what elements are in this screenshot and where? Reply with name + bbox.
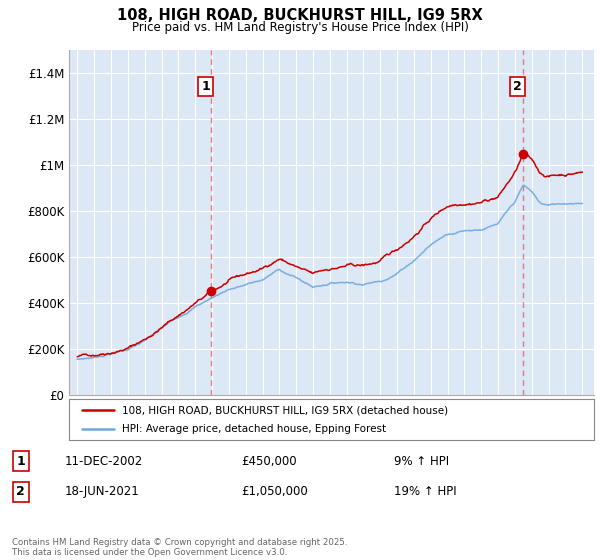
Text: 11-DEC-2002: 11-DEC-2002 bbox=[65, 455, 143, 468]
Text: 2: 2 bbox=[513, 80, 522, 94]
Text: 2: 2 bbox=[16, 486, 25, 498]
Text: £450,000: £450,000 bbox=[241, 455, 297, 468]
Text: Contains HM Land Registry data © Crown copyright and database right 2025.
This d: Contains HM Land Registry data © Crown c… bbox=[12, 538, 347, 557]
Text: HPI: Average price, detached house, Epping Forest: HPI: Average price, detached house, Eppi… bbox=[121, 424, 386, 433]
Text: 108, HIGH ROAD, BUCKHURST HILL, IG9 5RX: 108, HIGH ROAD, BUCKHURST HILL, IG9 5RX bbox=[117, 8, 483, 24]
Text: 19% ↑ HPI: 19% ↑ HPI bbox=[394, 486, 457, 498]
Text: 108, HIGH ROAD, BUCKHURST HILL, IG9 5RX (detached house): 108, HIGH ROAD, BUCKHURST HILL, IG9 5RX … bbox=[121, 405, 448, 415]
Text: £1,050,000: £1,050,000 bbox=[241, 486, 308, 498]
Text: 9% ↑ HPI: 9% ↑ HPI bbox=[394, 455, 449, 468]
Text: 1: 1 bbox=[16, 455, 25, 468]
Text: 18-JUN-2021: 18-JUN-2021 bbox=[65, 486, 140, 498]
Text: Price paid vs. HM Land Registry's House Price Index (HPI): Price paid vs. HM Land Registry's House … bbox=[131, 21, 469, 34]
Text: 1: 1 bbox=[202, 80, 211, 94]
